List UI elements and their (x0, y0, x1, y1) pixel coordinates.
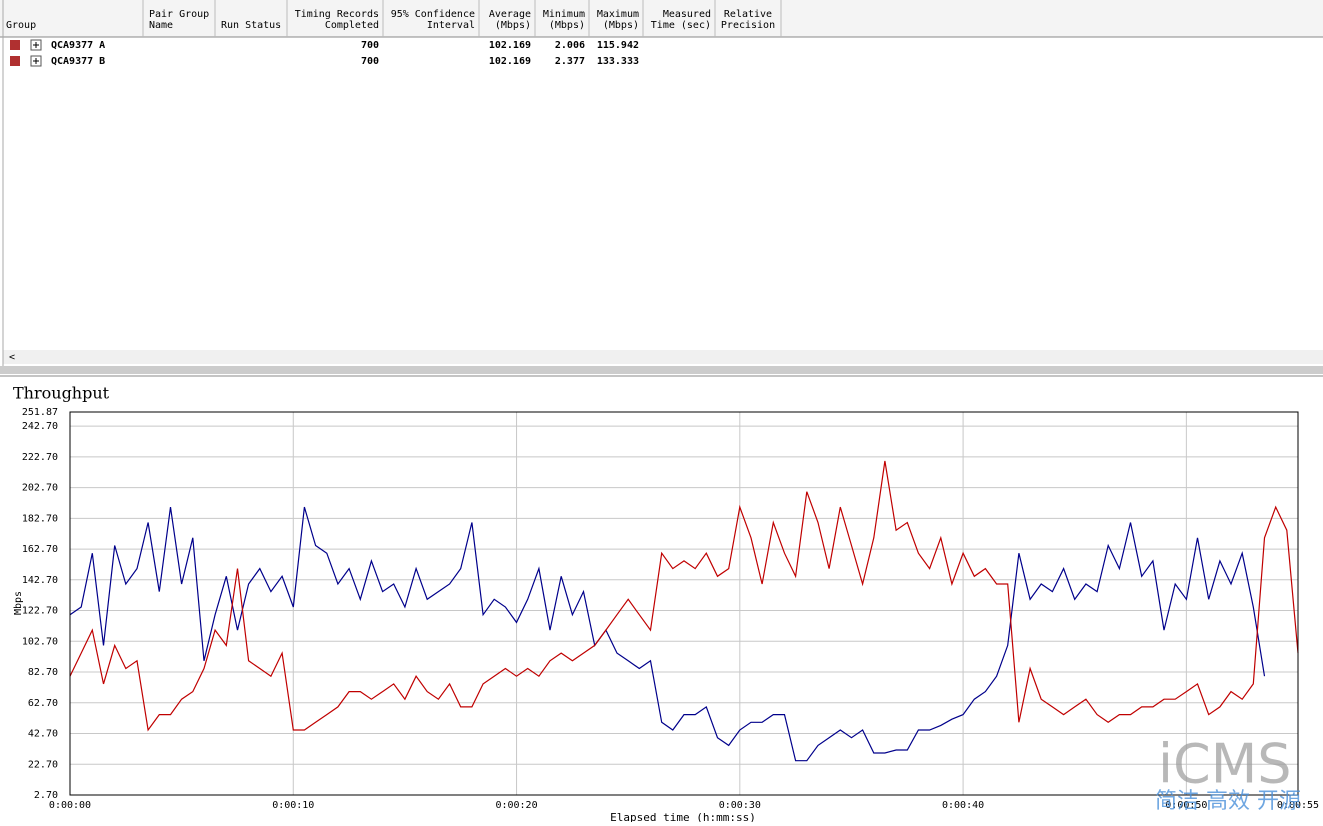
plot-frame (69, 411, 1299, 796)
y-tick-label: 182.70 (22, 513, 58, 524)
y-tick-label: 251.87 (22, 407, 58, 418)
column-header: Maximum (597, 9, 639, 20)
plot-area (69, 411, 1299, 796)
pair-icon (10, 40, 20, 50)
scrollbar[interactable] (3, 350, 1323, 364)
y-tick-label: 222.70 (22, 452, 58, 463)
x-tick-label: 0:00:55 (1277, 800, 1319, 811)
column-header: Minimum (543, 9, 585, 20)
cell: 2.006 (555, 40, 585, 51)
column-header: Name (149, 20, 173, 31)
column-header: Interval (427, 20, 475, 31)
cell: 700 (361, 56, 379, 67)
cell: 102.169 (489, 56, 531, 67)
column-header: (Mbps) (603, 20, 639, 31)
column-header: Run Status (221, 20, 281, 31)
chart-title: Throughput (13, 384, 110, 403)
column-header: Precision (721, 20, 775, 31)
y-tick-label: 62.70 (28, 698, 58, 709)
watermark-slogan: 简洁 高效 开源 (1155, 789, 1301, 814)
y-tick-label: 242.70 (22, 421, 58, 432)
pair-icon (10, 56, 20, 66)
series-line (69, 460, 1299, 732)
cell: 115.942 (597, 40, 639, 51)
y-tick-label: 22.70 (28, 759, 58, 770)
column-header: Time (sec) (651, 20, 711, 31)
y-tick-label: 42.70 (28, 729, 58, 740)
x-tick-label: 0:00:10 (272, 800, 314, 811)
series-line (69, 506, 1266, 762)
x-tick-label: 0:00:50 (1165, 800, 1207, 811)
y-tick-label: 82.70 (28, 667, 58, 678)
x-tick-label: 0:00:20 (495, 800, 537, 811)
column-header: (Mbps) (549, 20, 585, 31)
column-header: Group (6, 20, 36, 31)
splitter[interactable] (0, 366, 1323, 374)
column-header: Pair Group (149, 9, 209, 20)
cell: QCA9377 B (51, 56, 105, 67)
x-tick-label: 0:00:00 (49, 800, 91, 811)
y-tick-label: 202.70 (22, 483, 58, 494)
y-tick-label: 162.70 (22, 544, 58, 555)
y-tick-label: 122.70 (22, 606, 58, 617)
cell: 700 (361, 40, 379, 51)
column-header: Completed (325, 20, 379, 31)
x-axis-label: Elapsed time (h:mm:ss) (610, 811, 756, 822)
x-tick-label: 0:00:40 (942, 800, 984, 811)
column-header: 95% Confidence (391, 9, 475, 20)
cell: 2.377 (555, 56, 585, 67)
y-axis-label: Mbps (13, 591, 24, 615)
y-tick-label: 2.70 (34, 790, 58, 801)
column-header: (Mbps) (495, 20, 531, 31)
column-header: Timing Records (295, 9, 379, 20)
column-header: Relative (724, 9, 772, 20)
scroll-left[interactable]: < (9, 352, 15, 363)
y-tick-label: 102.70 (22, 636, 58, 647)
cell: 102.169 (489, 40, 531, 51)
cell: 133.333 (597, 56, 639, 67)
watermark-brand: iCMS (1158, 733, 1292, 796)
cell: QCA9377 A (51, 40, 105, 51)
column-header: Average (489, 9, 531, 20)
table-header (0, 0, 1323, 37)
table-panel (0, 0, 1323, 376)
y-tick-label: 142.70 (22, 575, 58, 586)
x-tick-label: 0:00:30 (719, 800, 761, 811)
column-header: Measured (663, 9, 711, 20)
